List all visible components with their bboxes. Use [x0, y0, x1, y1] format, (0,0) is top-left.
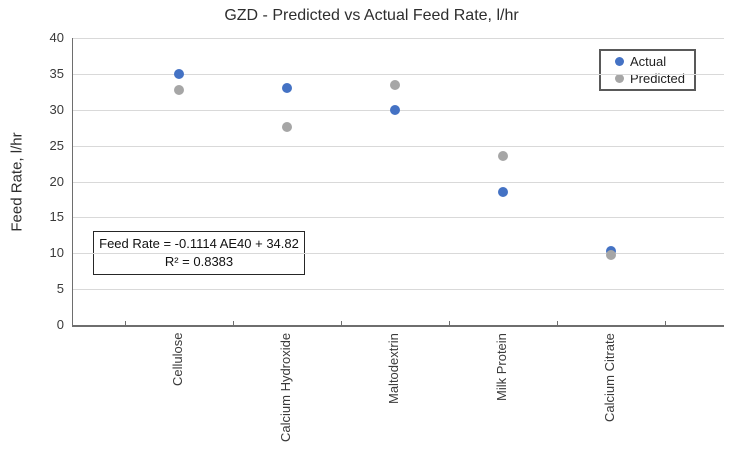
- x-axis-tick: [125, 321, 126, 326]
- data-point-actual: [174, 68, 184, 79]
- trendline-equation: Feed Rate = -0.1114 AE40 + 34.82: [99, 236, 299, 251]
- x-axis-tick: [557, 321, 558, 326]
- y-tick-label-40: 40: [49, 30, 64, 45]
- y-tick-label-10: 10: [49, 245, 64, 260]
- y-tick-label-0: 0: [56, 317, 64, 332]
- gridline-y-5: [72, 289, 724, 290]
- data-point-predicted: [606, 250, 616, 261]
- x-axis-tick: [341, 321, 342, 326]
- x-category-label: Calcium Hydroxide: [278, 333, 293, 443]
- gridline-y-15: [72, 217, 724, 218]
- x-category-label: Milk Protein: [494, 333, 509, 401]
- data-point-predicted: [390, 79, 400, 90]
- legend-marker-icon: [615, 57, 624, 66]
- x-axis-line: [72, 325, 724, 327]
- y-axis-line: [72, 38, 73, 325]
- y-tick-label-35: 35: [49, 66, 64, 81]
- legend-label: Actual: [630, 54, 667, 69]
- y-tick-label-5: 5: [56, 281, 64, 296]
- y-tick-label-15: 15: [49, 209, 64, 224]
- y-tick-label-25: 25: [49, 138, 64, 153]
- x-axis-tick: [449, 321, 450, 326]
- y-axis-title: Feed Rate, l/hr: [8, 132, 26, 232]
- data-point-predicted: [498, 151, 508, 162]
- y-tick-label-20: 20: [49, 174, 64, 189]
- gridline-y-40: [72, 38, 724, 39]
- x-axis-tick: [665, 321, 666, 326]
- gridline-y-25: [72, 146, 724, 147]
- gridline-y-20: [72, 182, 724, 183]
- legend-marker-icon: [615, 74, 624, 83]
- x-axis-tick: [233, 321, 234, 326]
- data-point-actual: [498, 186, 508, 197]
- data-point-predicted: [282, 121, 292, 132]
- x-category-label: Maltodextrin: [386, 333, 401, 404]
- data-point-actual: [282, 83, 292, 94]
- x-category-label: Cellulose: [170, 333, 185, 387]
- gridline-y-35: [72, 74, 724, 75]
- data-point-predicted: [174, 84, 184, 95]
- legend-item-actual: Actual: [615, 54, 694, 69]
- y-tick-label-30: 30: [49, 102, 64, 117]
- x-category-label: Calcium Citrate: [602, 333, 617, 422]
- r-squared-value: R² = 0.8383: [164, 254, 234, 269]
- legend: Actual Predicted: [599, 49, 696, 91]
- gridline-y-10: [72, 253, 724, 254]
- chart-title: GZD - Predicted vs Actual Feed Rate, l/h…: [224, 7, 519, 24]
- data-point-actual: [390, 104, 400, 115]
